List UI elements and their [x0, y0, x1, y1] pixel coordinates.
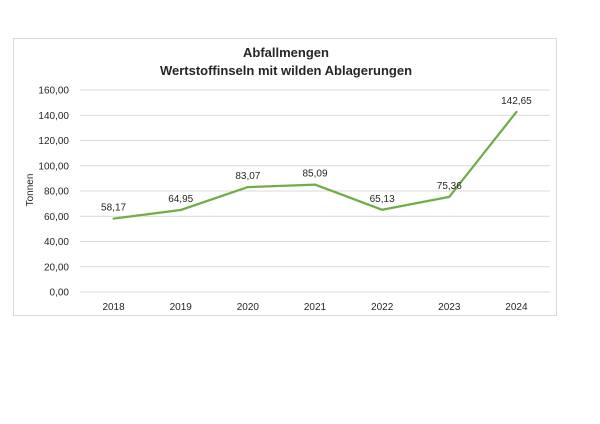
y-tick-label: 0,00	[50, 288, 70, 299]
data-label: 83,07	[235, 171, 260, 182]
y-axis-title: Tonnen	[25, 174, 36, 207]
y-tick-label: 20,00	[44, 262, 69, 273]
data-label: 64,95	[168, 194, 193, 205]
data-label: 58,17	[101, 203, 126, 214]
y-tick-labels: 0,00 20,00 40,00 60,00 80,00 100,00 120,00 140,…	[38, 86, 69, 299]
series-group	[112, 110, 518, 220]
x-tick-label: 2023	[438, 302, 461, 313]
chart-subtitle: Wertstoffinseln mit wilden Ablagerungen	[160, 63, 412, 78]
gridlines	[80, 89, 550, 293]
x-tick-labels: 2018 2019 2020 2021 2022 2023 2024	[102, 302, 528, 313]
x-tick-label: 2018	[102, 302, 125, 313]
data-label: 75,36	[437, 181, 462, 192]
data-label: 65,13	[370, 194, 395, 205]
y-tick-label: 120,00	[38, 136, 69, 147]
y-tick-label: 140,00	[38, 111, 69, 122]
x-tick-label: 2024	[505, 302, 528, 313]
data-labels: 58,17 64,95 83,07 85,09 65,13 75,36 142,65	[101, 96, 532, 214]
y-tick-label: 60,00	[44, 212, 69, 223]
y-tick-label: 100,00	[38, 161, 69, 172]
chart-title: Abfallmengen	[243, 45, 329, 60]
x-tick-label: 2021	[304, 302, 327, 313]
data-label: 142,65	[501, 96, 532, 107]
y-tick-label: 160,00	[38, 86, 69, 97]
data-label: 85,09	[302, 169, 327, 180]
x-tick-label: 2019	[170, 302, 193, 313]
y-tick-label: 40,00	[44, 237, 69, 248]
y-tick-label: 80,00	[44, 187, 69, 198]
x-tick-label: 2022	[371, 302, 394, 313]
x-tick-label: 2020	[237, 302, 260, 313]
